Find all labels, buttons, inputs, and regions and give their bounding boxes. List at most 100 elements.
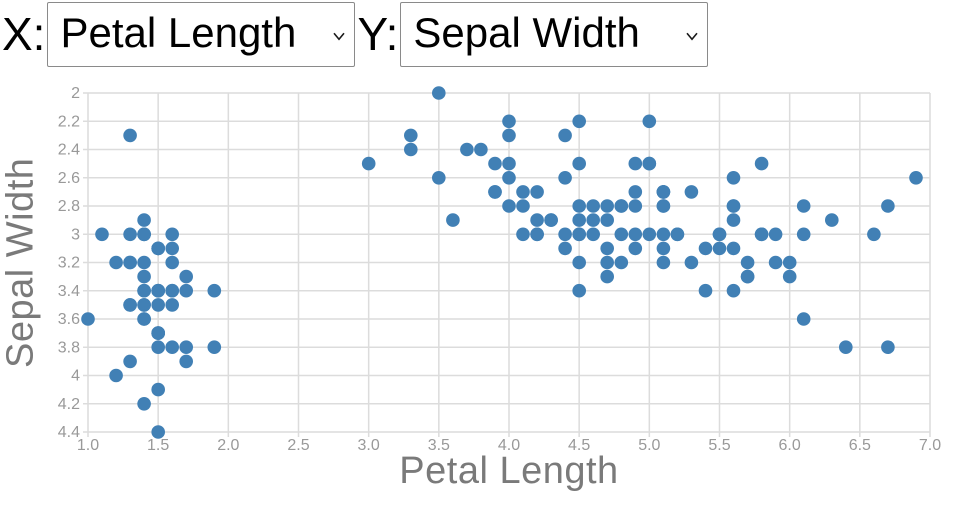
data-point [881, 199, 895, 213]
y-tick-label: 3.2 [58, 255, 80, 272]
axis-control-bar: X: Petal Length Y: Sepal Width [2, 2, 710, 67]
data-point [151, 326, 165, 340]
data-point [656, 255, 671, 270]
data-point [137, 227, 151, 242]
x-tick-label: 7.0 [919, 437, 941, 454]
data-point [572, 114, 586, 129]
data-point [109, 368, 123, 383]
data-point [151, 298, 165, 312]
data-point [684, 185, 699, 199]
data-point [165, 340, 179, 355]
data-point [839, 340, 853, 355]
data-point [656, 227, 671, 242]
data-point [600, 269, 614, 284]
data-point [516, 227, 530, 242]
x-tick-label: 5.5 [708, 437, 730, 454]
data-point [656, 241, 671, 256]
data-point [109, 255, 123, 270]
data-point [432, 171, 446, 185]
data-point [123, 298, 137, 312]
data-point [137, 397, 151, 411]
x-axis-select-wrap: Petal Length [47, 2, 356, 67]
y-tick-label: 3.6 [58, 311, 80, 328]
data-point [586, 213, 600, 227]
data-point [558, 241, 572, 256]
data-point [488, 185, 502, 199]
y-tick-label: 2 [71, 85, 80, 102]
data-point [151, 340, 165, 355]
data-point [165, 227, 179, 242]
data-point [726, 171, 741, 185]
data-point [642, 114, 657, 129]
data-point [600, 199, 614, 213]
data-point [151, 382, 165, 397]
data-point [909, 171, 923, 185]
data-point [768, 227, 783, 242]
data-point [151, 425, 165, 439]
data-point [137, 213, 151, 227]
x-tick-label: 4.5 [568, 437, 590, 454]
data-point [684, 255, 699, 270]
x-tick-label: 4.0 [498, 437, 520, 454]
data-point [207, 340, 222, 355]
data-point [502, 114, 516, 129]
y-tick-label: 3.8 [58, 339, 80, 356]
data-point [361, 156, 376, 171]
x-tick-label: 6.0 [779, 437, 801, 454]
x-tick-label: 2.0 [217, 437, 239, 454]
data-point [474, 142, 488, 157]
data-point [642, 227, 657, 242]
data-point [796, 199, 811, 213]
data-point [614, 199, 629, 213]
data-point [572, 199, 586, 213]
data-point [544, 213, 558, 227]
data-point [530, 227, 544, 242]
data-point [782, 255, 797, 270]
data-point [207, 283, 222, 298]
data-point [123, 354, 137, 369]
y-axis-select[interactable]: Sepal Width [400, 2, 709, 67]
data-point [726, 241, 741, 256]
data-point [796, 312, 811, 326]
x-tick-label: 5.0 [638, 437, 660, 454]
data-point [530, 213, 544, 227]
data-point [151, 283, 165, 298]
data-point [502, 199, 516, 213]
y-tick-label: 2.6 [58, 170, 80, 187]
data-point [712, 227, 727, 242]
data-point [642, 156, 657, 171]
data-point [867, 227, 881, 242]
data-point [614, 227, 629, 242]
x-tick-label: 1.5 [147, 437, 169, 454]
data-point [572, 283, 586, 298]
data-point [572, 255, 586, 270]
scatter-plot-canvas[interactable]: 1.0 1.5 2.0 2.5 3.0 3.5 4.0 4.5 5.0 5.5 6.0 6.5 7.0 2… [0, 78, 960, 500]
data-point [81, 312, 95, 326]
data-point [768, 255, 783, 270]
data-point [95, 227, 109, 242]
data-point [572, 227, 586, 242]
data-point [165, 283, 179, 298]
data-point [628, 199, 643, 213]
x-tick-label: 3.0 [358, 437, 380, 454]
data-point [670, 227, 685, 242]
data-point [558, 171, 572, 185]
data-point [628, 227, 643, 242]
x-tick-label: 3.5 [428, 437, 450, 454]
data-point [502, 128, 516, 143]
data-point [179, 283, 193, 298]
x-axis-select[interactable]: Petal Length [47, 2, 356, 67]
data-point [179, 340, 193, 355]
x-tick-label: 1.0 [77, 437, 99, 454]
data-point [825, 213, 839, 227]
data-point [782, 269, 797, 284]
y-tick-label: 3.4 [58, 283, 80, 300]
data-point [137, 269, 151, 284]
data-point [460, 142, 474, 157]
data-point [165, 298, 179, 312]
data-point [137, 283, 151, 298]
data-point [137, 312, 151, 326]
data-point [600, 213, 614, 227]
data-point [558, 128, 572, 143]
data-point [628, 185, 643, 199]
